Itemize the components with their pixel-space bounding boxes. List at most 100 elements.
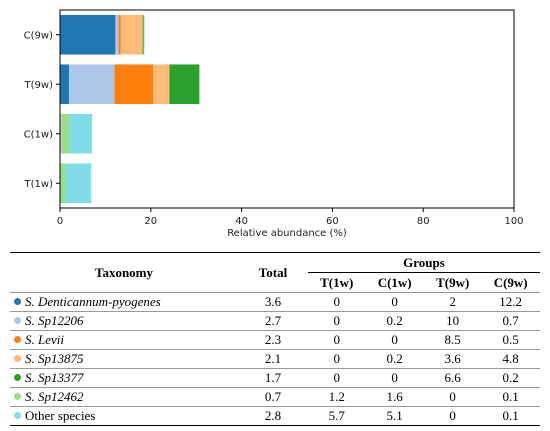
bar-segment <box>69 64 115 105</box>
x-tick-label: 40 <box>235 216 248 227</box>
table-row: Other species 2.8 5.7 5.1 0 0.1 <box>10 406 540 426</box>
taxonomy-cell: Other species <box>10 406 238 426</box>
plot-frame <box>59 9 515 209</box>
taxonomy-name: S. Sp12462 <box>25 389 84 404</box>
group-value-cell: 4.8 <box>481 349 540 369</box>
group-value-cell: 0 <box>308 292 366 312</box>
group-value-cell: 5.1 <box>365 406 424 426</box>
group-value-cell: 0.5 <box>481 330 540 350</box>
taxonomy-name: S. Denticannum-pyogenes <box>25 294 161 309</box>
group-value-cell: 0 <box>308 368 366 388</box>
legend-dot-icon <box>14 374 21 381</box>
header-group-col: T(9w) <box>436 274 470 290</box>
group-value-cell: 0.7 <box>481 311 540 331</box>
x-tick-label: 0 <box>57 216 63 227</box>
table-row: S. Sp13377 1.7 0 0 6.6 0.2 <box>10 368 540 388</box>
table-body: S. Denticannum-pyogenes 3.6 0 0 2 12.2 S. Sp12… <box>10 292 540 426</box>
group-value-cell: 5.7 <box>308 406 366 426</box>
x-tick-label: 100 <box>504 216 523 227</box>
legend-dot-icon <box>14 355 21 362</box>
group-value-cell: 0 <box>308 311 366 331</box>
group-value-cell: 2 <box>423 292 482 312</box>
group-value-cell: 0 <box>365 330 424 350</box>
table-row: S. Sp12206 2.7 0 0.2 10 0.7 <box>10 311 540 331</box>
total-cell: 3.6 <box>238 292 308 312</box>
y-tick-label: C(9w) <box>24 30 53 41</box>
bar-segment <box>118 14 121 55</box>
group-value-cell: 0 <box>308 330 366 350</box>
bar-segment <box>153 64 170 105</box>
legend-dot-icon <box>14 317 21 324</box>
y-tick-label: T(1w) <box>24 179 54 190</box>
group-value-cell: 1.2 <box>308 387 366 407</box>
total-cell: 2.8 <box>238 406 308 426</box>
taxonomy-name: S. Sp13377 <box>25 370 84 385</box>
legend-dot-icon <box>14 412 21 419</box>
group-value-cell: 0 <box>423 406 482 426</box>
group-value-cell: 6.6 <box>423 368 482 388</box>
x-tick-label: 60 <box>326 216 339 227</box>
group-value-cell: 0.2 <box>481 368 540 388</box>
taxonomy-cell: S. Sp12462 <box>10 387 238 407</box>
group-value-cell: 0.1 <box>481 387 540 407</box>
legend-dot-icon <box>14 393 21 400</box>
bar-segment <box>142 14 144 55</box>
stacked-bar-chart: C(9w) T(9w) C(1w) T(1w) 0 20 40 60 80 100 Relati… <box>24 9 524 239</box>
taxonomy-cell: S. Sp13377 <box>10 368 238 388</box>
group-value-cell: 8.5 <box>423 330 482 350</box>
group-value-cell: 0 <box>423 387 482 407</box>
group-value-cell: 3.6 <box>423 349 482 369</box>
total-cell: 2.3 <box>238 330 308 350</box>
total-cell: 2.1 <box>238 349 308 369</box>
bar-segment <box>114 64 154 105</box>
header-group-col: T(1w) <box>320 274 354 290</box>
group-value-cell: 0.2 <box>365 349 424 369</box>
y-tick-label: C(1w) <box>24 129 53 140</box>
bars-layer <box>60 14 200 204</box>
bar-segment <box>60 163 66 204</box>
header-groups: Groups <box>308 252 540 273</box>
table-row: S. Sp12462 0.7 1.2 1.6 0 0.1 <box>10 387 540 407</box>
taxonomy-name: S. Levii <box>25 332 64 347</box>
taxonomy-cell: S. Levii <box>10 330 238 350</box>
taxonomy-name: Other species <box>25 408 96 423</box>
table-row: S. Denticannum-pyogenes 3.6 0 0 2 12.2 <box>10 292 540 312</box>
legend-dot-icon <box>14 298 21 305</box>
group-value-cell: 10 <box>423 311 482 331</box>
x-axis-label: Relative abundance (%) <box>227 228 347 239</box>
group-value-cell: 0 <box>365 292 424 312</box>
abundance-table: Taxonomy Total Groups T(1w) C(1w) T(9w) … <box>10 252 540 426</box>
group-value-cell: 0.2 <box>365 311 424 331</box>
group-value-cell: 0 <box>308 349 366 369</box>
bar-segment <box>169 64 200 105</box>
bar-segment <box>120 14 143 55</box>
x-axis: 0 20 40 60 80 100 <box>57 208 524 227</box>
x-tick-label: 20 <box>144 216 157 227</box>
group-value-cell: 1.6 <box>365 387 424 407</box>
total-cell: 1.7 <box>238 368 308 388</box>
x-tick-label: 80 <box>417 216 430 227</box>
taxonomy-name: S. Sp12206 <box>25 313 84 328</box>
total-cell: 2.7 <box>238 311 308 331</box>
bar-segment <box>65 163 92 204</box>
legend-dot-icon <box>14 336 21 343</box>
group-value-cell: 0.1 <box>481 406 540 426</box>
taxonomy-name: S. Sp13875 <box>25 351 84 366</box>
table-row: S. Sp13875 2.1 0 0.2 3.6 4.8 <box>10 349 540 369</box>
header-group-col: C(1w) <box>377 274 412 290</box>
total-cell: 0.7 <box>238 387 308 407</box>
y-tick-label: T(9w) <box>24 80 54 91</box>
bar-segment <box>60 14 116 55</box>
group-value-cell: 0 <box>365 368 424 388</box>
taxonomy-cell: S. Denticannum-pyogenes <box>10 292 238 312</box>
bar-segment <box>60 64 70 105</box>
header-taxonomy: Taxonomy <box>10 252 238 293</box>
group-value-cell: 12.2 <box>481 292 540 312</box>
table-row: S. Levii 2.3 0 0 8.5 0.5 <box>10 330 540 350</box>
bar-segment <box>69 113 93 154</box>
taxonomy-cell: S. Sp13875 <box>10 349 238 369</box>
header-total: Total <box>238 252 308 293</box>
taxonomy-cell: S. Sp12206 <box>10 311 238 331</box>
bar-segment <box>60 113 62 154</box>
header-group-col: C(9w) <box>493 274 528 290</box>
